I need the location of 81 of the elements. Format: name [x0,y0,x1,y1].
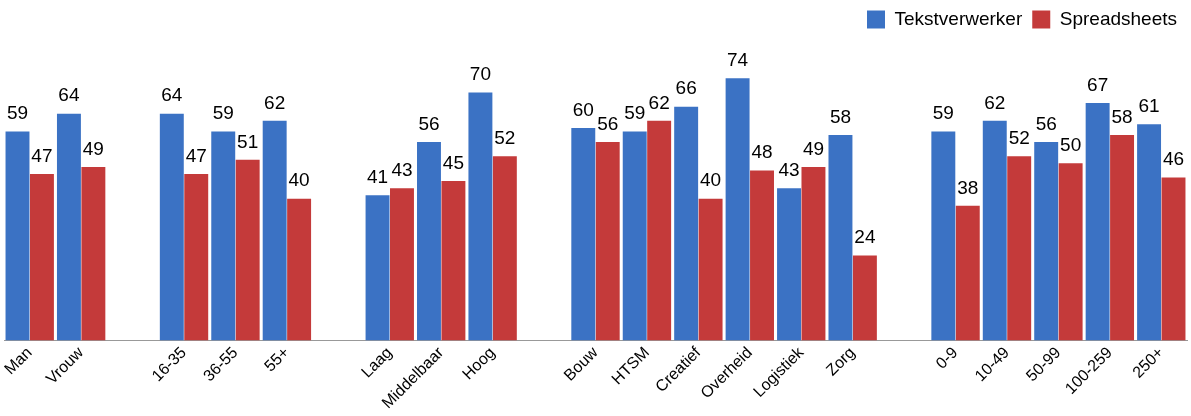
x-tick-label: 0-9 [932,343,961,372]
bar [441,181,466,341]
bar [1137,124,1162,341]
data-label: 56 [1035,112,1057,134]
data-label: 38 [957,176,979,198]
bar [390,188,414,341]
data-label: 60 [572,98,594,120]
legend-label: Spreadsheets [1059,7,1177,29]
data-label: 46 [1162,148,1185,170]
bar [235,159,260,341]
data-label: 47 [185,144,207,166]
bar [184,173,209,341]
x-tick-label: 55+ [260,343,293,375]
data-label: 64 [161,84,183,106]
bar [492,156,517,341]
bar [262,120,287,341]
data-label: 62 [984,91,1006,113]
bar [647,120,672,341]
data-label: 59 [932,102,954,124]
data-label: 62 [648,91,670,113]
bar [982,120,1007,341]
bar [1085,103,1110,341]
bar [287,198,312,341]
bar [698,198,723,341]
data-label: 67 [1087,73,1109,95]
bar [828,135,853,341]
bar [777,188,801,341]
bar [1110,135,1135,341]
data-label: 74 [727,49,749,71]
data-label: 40 [700,169,722,191]
bar [468,92,493,341]
data-label: 70 [469,63,491,85]
data-label: 56 [418,112,440,134]
bar [1161,177,1186,341]
bar [750,170,774,341]
data-label: 45 [442,151,464,173]
data-label: 56 [597,112,619,134]
bar [571,127,596,341]
data-label: 61 [1138,95,1160,117]
bar [417,142,441,341]
data-label: 43 [391,158,413,180]
data-label: 52 [1008,126,1030,148]
data-label: 47 [31,144,53,166]
data-label: 51 [237,130,259,152]
data-label: 58 [829,105,852,127]
data-label: 59 [624,102,646,124]
data-label: 64 [58,84,80,106]
data-label: 62 [264,91,286,113]
data-label: 24 [854,226,876,248]
bar [674,106,699,341]
bar [852,255,877,341]
bar [29,173,54,341]
data-label: 49 [802,137,825,159]
bar [801,166,826,341]
bar [56,113,81,341]
data-label: 43 [778,158,800,180]
data-label: 49 [82,137,104,159]
data-label: 59 [212,102,234,124]
bar [955,205,980,341]
legend-label: Tekstverwerker [894,7,1023,29]
bar [5,131,30,341]
bar [725,78,750,341]
bar [1007,156,1032,341]
bar [1034,142,1059,341]
data-label: 41 [366,165,389,187]
bar [81,166,106,341]
data-label: 48 [751,141,773,163]
bar [365,195,390,341]
bar [622,131,647,341]
x-tick-label: Man [0,343,35,378]
data-label: 40 [288,169,310,191]
data-label: 50 [1060,134,1082,156]
data-label: 66 [675,77,697,99]
bar [595,142,620,341]
bar [931,131,956,341]
data-label: 58 [1111,105,1133,127]
data-label: 59 [6,102,29,124]
data-label: 52 [494,126,516,148]
bar [159,113,184,341]
bar [211,131,236,341]
bar [1058,163,1083,341]
